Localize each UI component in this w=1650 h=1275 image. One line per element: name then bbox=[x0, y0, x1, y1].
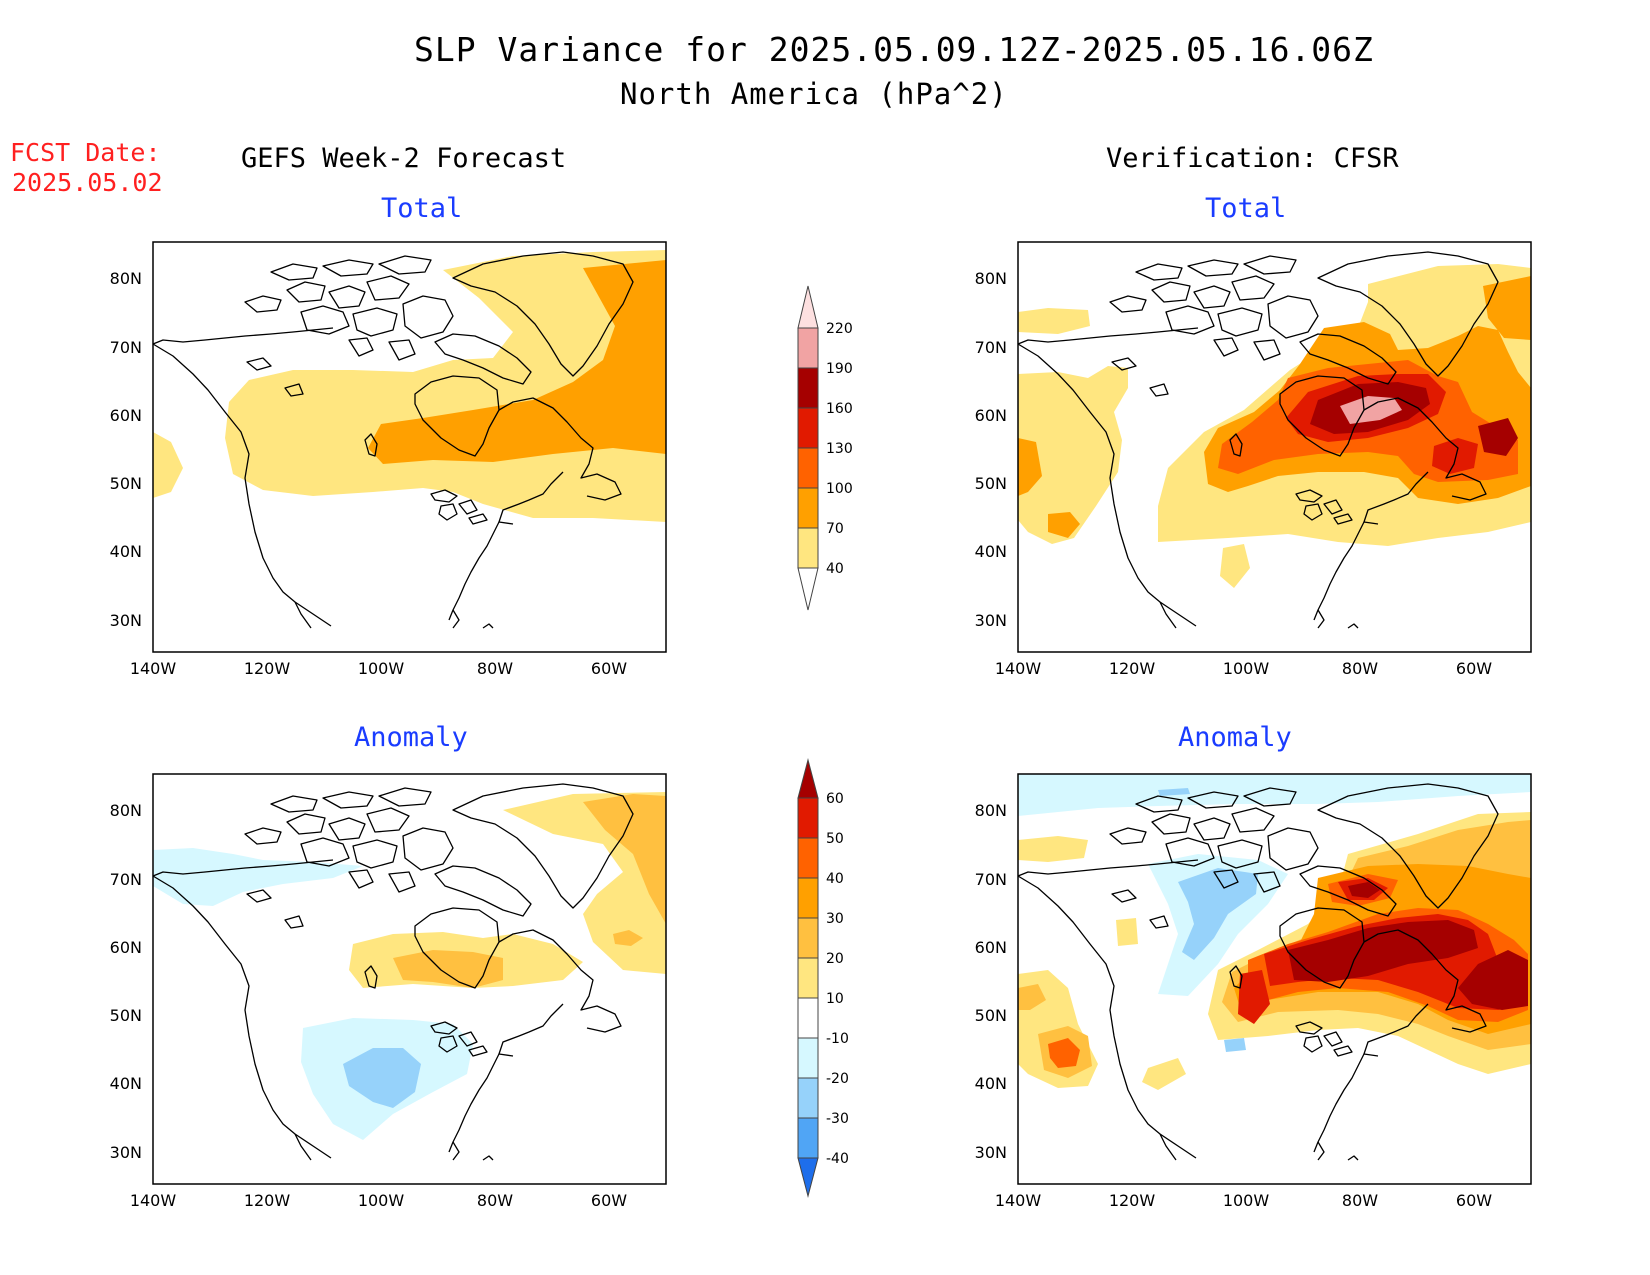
lon-axis: 140W 120W 100W 80W 60W bbox=[130, 1191, 627, 1210]
lat-label-40n: 40N bbox=[975, 542, 1007, 561]
lon-label-100w: 100W bbox=[358, 659, 405, 678]
lat-label-30n: 30N bbox=[110, 611, 142, 630]
lat-label-60n: 60N bbox=[975, 406, 1007, 425]
left-column-title: GEFS Week-2 Forecast bbox=[241, 143, 567, 174]
lat-label-30n: 30N bbox=[975, 611, 1007, 630]
lon-label-140w: 140W bbox=[995, 1191, 1042, 1210]
lon-label-100w: 100W bbox=[358, 1191, 405, 1210]
lon-axis: 140W 120W 100W 80W 60W bbox=[995, 659, 1492, 678]
colorbar-anomaly-label-40: 40 bbox=[826, 871, 844, 887]
map-panel-cfsr-anomaly: 80N 70N 60N 50N 40N 30N 140W bbox=[975, 773, 1532, 1210]
lon-label-80w: 80W bbox=[1342, 1191, 1378, 1210]
map-area bbox=[1017, 241, 1532, 653]
lon-axis: 140W 120W 100W 80W 60W bbox=[130, 659, 627, 678]
lat-label-80n: 80N bbox=[975, 801, 1007, 820]
lat-label-60n: 60N bbox=[110, 406, 142, 425]
lon-label-60w: 60W bbox=[591, 1191, 627, 1210]
lon-label-100w: 100W bbox=[1223, 659, 1270, 678]
lat-label-80n: 80N bbox=[110, 269, 142, 288]
panel-title-top-left: Total bbox=[381, 193, 463, 224]
colorbar-total-label-130: 130 bbox=[826, 441, 853, 457]
lat-axis: 80N 70N 60N 50N 40N 30N bbox=[975, 269, 1007, 630]
lon-label-120w: 120W bbox=[1109, 1191, 1156, 1210]
colorbar-anomaly-label-minus40: -40 bbox=[826, 1151, 849, 1167]
lat-label-40n: 40N bbox=[110, 542, 142, 561]
page-title: SLP Variance for 2025.05.09.12Z-2025.05.… bbox=[414, 30, 1374, 69]
colorbar-total-label-100: 100 bbox=[826, 481, 853, 497]
lat-label-30n: 30N bbox=[975, 1143, 1007, 1162]
lat-label-80n: 80N bbox=[110, 801, 142, 820]
lon-label-120w: 120W bbox=[244, 659, 291, 678]
lat-label-60n: 60N bbox=[975, 938, 1007, 957]
colorbar-anomaly-label-60: 60 bbox=[826, 791, 844, 807]
lat-label-70n: 70N bbox=[975, 338, 1007, 357]
panel-title-bottom-right: Anomaly bbox=[1178, 722, 1292, 753]
lat-label-70n: 70N bbox=[975, 870, 1007, 889]
lat-label-40n: 40N bbox=[975, 1074, 1007, 1093]
colorbar-anomaly-label-minus20: -20 bbox=[826, 1071, 849, 1087]
lat-label-50n: 50N bbox=[975, 1006, 1007, 1025]
lat-label-70n: 70N bbox=[110, 338, 142, 357]
lat-label-70n: 70N bbox=[110, 870, 142, 889]
lon-label-80w: 80W bbox=[1342, 659, 1378, 678]
lat-axis: 80N 70N 60N 50N 40N 30N bbox=[975, 801, 1007, 1162]
lat-label-40n: 40N bbox=[110, 1074, 142, 1093]
panel-title-bottom-left: Anomaly bbox=[354, 722, 468, 753]
colorbar-total-cap bbox=[797, 285, 819, 329]
map-panel-gefs-anomaly: 80N 70N 60N 50N 40N 30N 140W 120W 100W 8… bbox=[110, 773, 667, 1210]
fcst-date-label: FCST Date: bbox=[10, 138, 161, 167]
contour-40-west bbox=[153, 432, 183, 498]
lon-label-100w: 100W bbox=[1223, 1191, 1270, 1210]
map-area bbox=[152, 241, 667, 653]
right-column-title: Verification: CFSR bbox=[1106, 143, 1399, 174]
map-panel-cfsr-total: 80N 70N 60N 50N 40N 30N 140W 120W 100W 8… bbox=[975, 241, 1532, 678]
lon-label-60w: 60W bbox=[591, 659, 627, 678]
page-subtitle: North America (hPa^2) bbox=[620, 77, 1008, 111]
contour-70 bbox=[368, 260, 666, 464]
lat-label-60n: 60N bbox=[110, 938, 142, 957]
lon-label-60w: 60W bbox=[1456, 659, 1492, 678]
lat-axis: 80N 70N 60N 50N 40N 30N bbox=[110, 801, 142, 1162]
lon-label-140w: 140W bbox=[995, 659, 1042, 678]
colorbar-anomaly-label-10: 10 bbox=[826, 991, 844, 1007]
lat-axis: 80N 70N 60N 50N 40N 30N bbox=[110, 269, 142, 630]
colorbar-total-low-cap bbox=[797, 567, 819, 611]
lon-label-120w: 120W bbox=[244, 1191, 291, 1210]
lon-label-120w: 120W bbox=[1109, 659, 1156, 678]
lon-axis: 140W 120W 100W 80W 60W bbox=[995, 1191, 1492, 1210]
panel-title-top-right: Total bbox=[1205, 193, 1287, 224]
lon-label-80w: 80W bbox=[477, 1191, 513, 1210]
colorbar-anomaly-label-20: 20 bbox=[826, 951, 844, 967]
fcst-date-value: 2025.05.02 bbox=[12, 168, 163, 197]
map-panel-gefs-total: 80N 70N 60N 50N 40N 30N 140W 120W 100W 8… bbox=[110, 241, 667, 678]
colorbar-total-label-160: 160 bbox=[826, 401, 853, 417]
lat-label-80n: 80N bbox=[975, 269, 1007, 288]
map-area bbox=[152, 773, 667, 1185]
colorbar-anomaly: 60 50 40 30 20 10 -10 -20 -30 -40 bbox=[797, 758, 849, 1198]
map-area bbox=[1017, 773, 1532, 1185]
colorbar-anomaly-label-minus30: -30 bbox=[826, 1111, 849, 1127]
lon-label-60w: 60W bbox=[1456, 1191, 1492, 1210]
contour-40 bbox=[225, 250, 666, 522]
colorbar-total-label-190: 190 bbox=[826, 361, 853, 377]
colorbar-total-label-220: 220 bbox=[826, 321, 853, 337]
lon-label-80w: 80W bbox=[477, 659, 513, 678]
lat-label-50n: 50N bbox=[110, 1006, 142, 1025]
colorbar-anomaly-label-minus10: -10 bbox=[826, 1031, 849, 1047]
colorbar-total-label-70: 70 bbox=[826, 521, 844, 537]
colorbar-anomaly-label-50: 50 bbox=[826, 831, 844, 847]
lat-label-50n: 50N bbox=[110, 474, 142, 493]
lon-label-140w: 140W bbox=[130, 1191, 177, 1210]
colorbar-anomaly-label-30: 30 bbox=[826, 911, 844, 927]
colorbar-total-label-40: 40 bbox=[826, 561, 844, 577]
lat-label-30n: 30N bbox=[110, 1143, 142, 1162]
colorbar-total: 220 190 160 130 100 70 40 bbox=[797, 285, 853, 611]
lon-label-140w: 140W bbox=[130, 659, 177, 678]
lat-label-50n: 50N bbox=[975, 474, 1007, 493]
